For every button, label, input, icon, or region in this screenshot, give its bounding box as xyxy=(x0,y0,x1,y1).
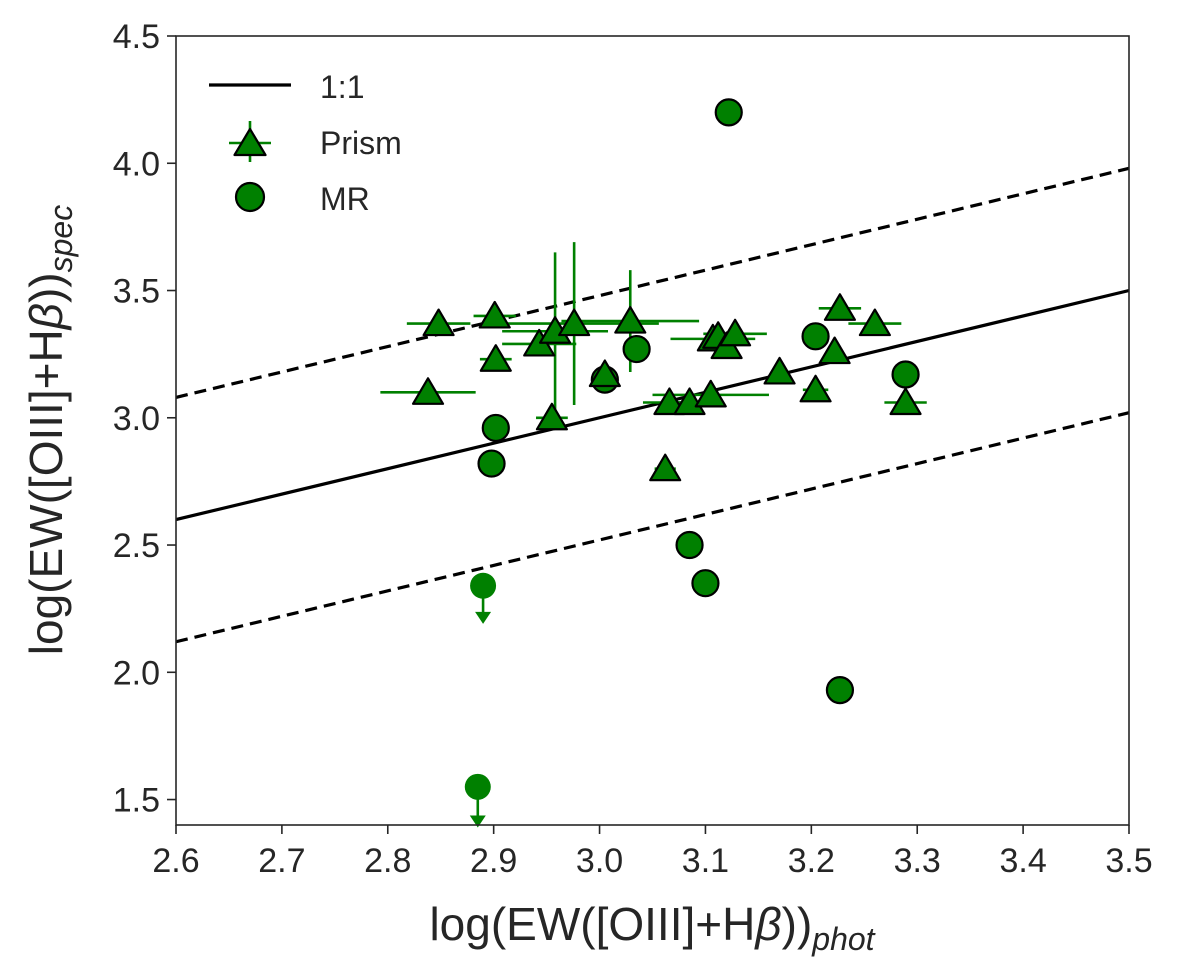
line-1:1 xyxy=(176,288,1129,522)
mr-point-8 xyxy=(825,676,855,705)
reference-lines xyxy=(176,166,1129,644)
mr-point-4 xyxy=(675,530,704,560)
y-axis-label-close: )) xyxy=(20,272,72,303)
x-tick-label-0: 2.6 xyxy=(152,842,199,880)
prism-point-23 xyxy=(889,387,922,416)
y-axis-ticks: 1.5 2.0 2.5 3.0 3.5 4.0 4.5 xyxy=(113,18,176,820)
prism-point-22 xyxy=(858,308,891,337)
x-axis-label-main: log(EW([OIII]+H xyxy=(429,898,755,950)
data-markers xyxy=(411,98,922,828)
mr-point-1 xyxy=(481,413,510,443)
mr-point-6 xyxy=(714,98,743,127)
line-lower xyxy=(176,411,1129,644)
prism-point-12 xyxy=(673,387,706,416)
plot-frame xyxy=(175,35,1130,826)
prism-point-18 xyxy=(763,356,796,385)
y-axis-label-greek: β xyxy=(20,303,72,331)
prism-point-11 xyxy=(653,387,686,416)
limit-arrow-head-0 xyxy=(475,611,492,624)
y-tick-label-3: 3.0 xyxy=(113,400,160,438)
x-axis-ticks: 2.6 2.7 2.8 2.9 3.0 3.1 3.2 3.3 3.4 3.5 xyxy=(152,825,1153,880)
prism-point-20 xyxy=(818,336,851,365)
x-tick-label-8: 3.4 xyxy=(999,842,1046,880)
prism-point-0 xyxy=(411,377,445,405)
prism-point-1 xyxy=(422,308,455,337)
prism-point-9 xyxy=(614,305,647,334)
legend: 1:1 Prism MR xyxy=(209,69,402,217)
legend-prism-triangle-icon xyxy=(233,127,267,157)
y-tick-label-2: 2.5 xyxy=(113,527,160,565)
x-tick-label-9: 3.5 xyxy=(1105,842,1152,880)
mr-point-3 xyxy=(622,334,651,364)
legend-label-prism: Prism xyxy=(320,125,402,161)
mr-point-7 xyxy=(801,322,830,351)
x-tick-label-3: 2.9 xyxy=(470,842,517,880)
legend-label-mr: MR xyxy=(320,181,370,217)
line-upper xyxy=(176,166,1129,399)
x-tick-label-6: 3.2 xyxy=(788,842,835,880)
prism-point-3 xyxy=(479,344,512,372)
prism-point-21 xyxy=(823,293,857,321)
y-tick-label-1: 2.0 xyxy=(113,654,160,692)
limit-point-0 xyxy=(470,572,497,599)
y-tick-label-6: 4.5 xyxy=(113,18,160,56)
y-axis-label: log(EW([OIII]+Hβ))spec xyxy=(20,205,79,655)
x-axis-label-greek: β xyxy=(753,898,781,950)
x-tick-label-5: 3.1 xyxy=(682,842,729,880)
x-axis-label-sub: phot xyxy=(811,921,875,957)
y-axis-label-main: log(EW([OIII]+H xyxy=(20,329,72,655)
y-tick-label-0: 1.5 xyxy=(113,782,160,820)
prism-point-8 xyxy=(588,359,621,388)
mr-point-9 xyxy=(891,360,920,389)
mr-point-5 xyxy=(691,569,720,598)
y-axis-label-sub: spec xyxy=(43,205,79,273)
x-tick-label-1: 2.7 xyxy=(258,842,305,880)
legend-label-1to1: 1:1 xyxy=(320,69,364,105)
x-tick-label-4: 3.0 xyxy=(576,842,623,880)
prism-point-7 xyxy=(558,308,591,337)
y-tick-label-4: 3.5 xyxy=(113,273,160,311)
x-tick-label-7: 3.3 xyxy=(894,842,941,880)
x-tick-label-2: 2.8 xyxy=(364,842,411,880)
prism-point-17 xyxy=(719,318,752,347)
x-axis-label-close: )) xyxy=(782,898,813,950)
y-tick-label-5: 4.0 xyxy=(113,145,160,183)
mr-point-0 xyxy=(477,449,506,478)
prism-point-13 xyxy=(694,379,727,408)
prism-point-5 xyxy=(535,402,568,431)
limit-point-1 xyxy=(464,773,491,800)
prism-point-19 xyxy=(799,374,832,403)
plot-area xyxy=(176,36,1129,825)
x-axis-label: log(EW([OIII]+Hβ))phot xyxy=(429,898,875,957)
prism-point-2 xyxy=(478,300,511,329)
legend-mr-circle-icon xyxy=(234,181,266,213)
limit-arrow-head-1 xyxy=(469,815,486,828)
prism-point-10 xyxy=(649,453,682,482)
